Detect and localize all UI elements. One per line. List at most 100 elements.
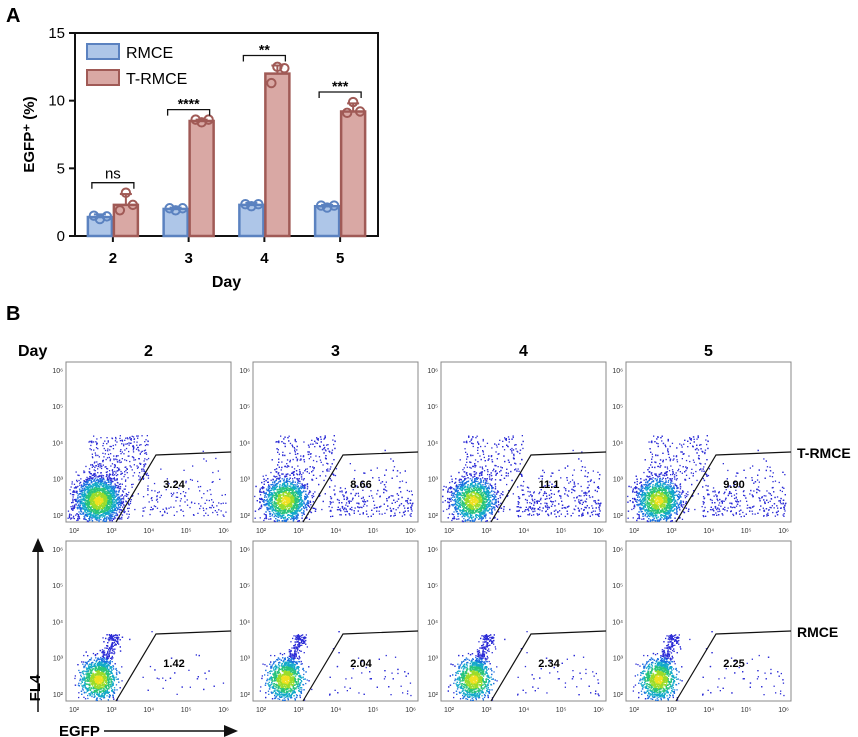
event-dot [315,477,318,479]
event-dot [93,462,96,464]
event-dot [315,508,317,510]
event-dot [109,517,111,519]
event-dot [202,450,204,452]
event-dot [107,450,109,452]
event-dot [212,511,214,514]
event-dot [132,445,134,447]
event-dot [274,506,276,508]
x-tick-label: 5 [336,250,344,267]
event-dot [335,468,338,470]
event-dot [297,513,299,515]
event-dot [76,486,78,488]
event-dot [116,501,118,503]
event-dot [275,468,278,470]
event-dot [120,495,122,497]
event-dot [119,517,121,519]
event-dot [109,458,112,460]
data-point [120,187,132,198]
event-dot [78,505,81,507]
y-tick-label: 10⁶ [52,368,63,375]
event-dot [86,476,88,479]
event-dot [140,444,142,446]
event-dot [92,441,95,443]
event-dot [107,478,109,481]
event-dot [309,490,311,492]
event-dot [323,444,325,446]
event-dot [341,491,343,493]
event-dot [273,513,276,515]
event-dot [168,483,170,485]
event-dot [119,435,121,437]
event-dot [79,508,81,510]
event-dot [114,499,117,501]
event-dot [143,460,145,462]
event-dot [81,490,83,492]
event-dot [123,488,125,490]
event-dot [95,519,98,521]
event-dot [310,511,313,514]
event-dot [77,516,79,518]
event-dot [119,483,122,485]
event-dot [151,509,153,511]
event-dot [123,504,125,506]
event-dot [310,453,312,455]
event-dot [147,444,149,446]
event-dot [114,474,116,476]
event-dot [93,493,95,495]
event-dot [91,497,94,499]
event-dot [94,516,96,518]
event-dot [95,487,98,489]
event-dot [90,516,92,518]
event-dot [364,501,367,503]
event-dot [124,511,126,513]
event-dot [80,490,82,493]
significance-label: ** [259,41,270,57]
event-dot [105,511,107,514]
event-dot [91,477,94,480]
event-dot [297,474,299,476]
event-dot [290,483,292,486]
event-dot [108,478,110,480]
event-dot [105,517,108,519]
data-point [190,114,201,125]
day-label: Day [18,343,47,360]
event-dot [268,504,270,506]
event-dot [274,509,276,511]
event-dot [109,504,111,506]
event-dot [83,489,85,491]
event-dot [108,492,110,494]
event-dot [129,437,131,439]
event-dot [396,500,398,502]
event-dot [129,460,131,463]
event-dot [70,506,72,508]
event-dot [284,500,286,502]
event-dot [301,517,303,519]
event-dot [284,509,286,511]
event-dot [87,478,89,480]
data-point [272,61,283,73]
event-dot [94,461,96,463]
event-dot [318,483,320,486]
event-dot [294,481,296,483]
event-dot [299,502,301,504]
event-dot [199,485,202,488]
event-dot [275,512,277,515]
event-dot [292,506,294,508]
event-dot [118,500,120,502]
event-dot [298,494,300,496]
event-dot [138,479,140,481]
event-dot [314,446,316,448]
event-dot [403,514,406,516]
event-dot [207,514,209,516]
event-dot [105,501,108,503]
event-dot [283,512,285,514]
event-dot [203,515,205,517]
event-dot [84,493,86,496]
event-dot [103,494,105,497]
event-dot [99,477,101,480]
event-dot [279,508,281,510]
event-dot [88,471,91,474]
event-dot [110,499,112,501]
event-dot [259,498,261,500]
